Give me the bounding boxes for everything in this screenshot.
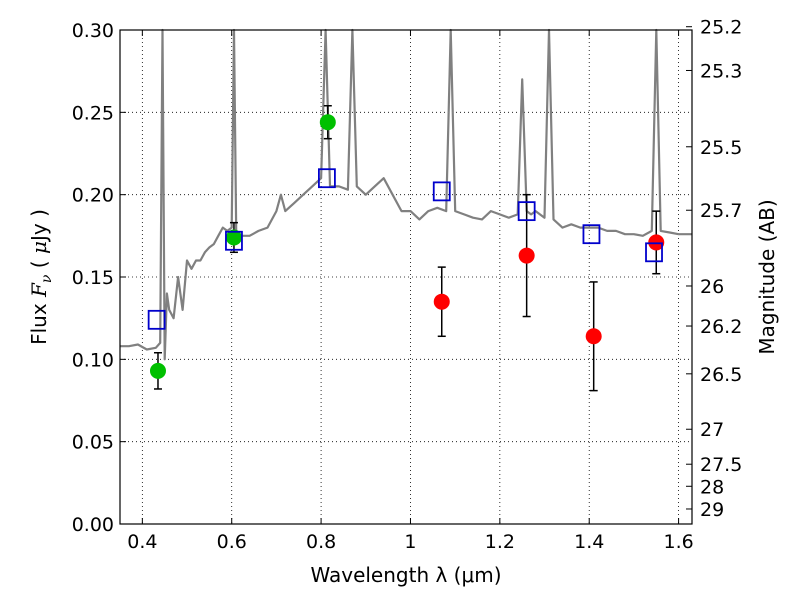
model-point	[517, 201, 536, 222]
y-tick-label: 0.10	[72, 349, 114, 371]
plot-area	[120, 30, 692, 524]
x-tick-label: 1.6	[663, 531, 693, 553]
model-point	[318, 168, 336, 189]
model-point	[225, 230, 243, 251]
x-axis-title: Wavelength λ (μm)	[310, 563, 501, 587]
data-point	[319, 114, 336, 131]
y-axis-ticks: 0.00 0.05 0.10 0.15 0.20 0.25 0.30	[72, 20, 126, 536]
magnitude-tick-label: 25.2	[700, 17, 742, 39]
x-tick-label: 1	[404, 531, 416, 553]
x-tick-label: 1.4	[574, 531, 604, 553]
magnitude-tick-label: 25.7	[700, 200, 742, 222]
y-tick-label: 0.05	[72, 432, 114, 454]
x-tick-label: 1.2	[485, 531, 515, 553]
magnitude-tick-label: 26	[700, 276, 724, 298]
magnitude-tick-label: 25.5	[700, 137, 742, 159]
data-point	[518, 247, 535, 264]
magnitude-tick-label: 29	[700, 499, 724, 521]
magnitude-tick-label: 26.2	[700, 316, 742, 338]
data-point	[225, 229, 242, 246]
model-point	[645, 242, 663, 263]
points-layer	[147, 104, 665, 392]
y-tick-label: 0.25	[72, 102, 114, 124]
model-point	[147, 309, 166, 330]
data-point	[585, 328, 602, 345]
spectrum-layer	[120, 28, 692, 361]
y-tick-label: 0.15	[72, 267, 114, 289]
y-axis-title: Flux Fν ( μJy )	[27, 209, 55, 345]
model-point	[432, 181, 451, 202]
x-tick-label: 0.6	[217, 531, 247, 553]
y-tick-label: 0.30	[72, 20, 114, 42]
data-point	[433, 293, 450, 310]
y-tick-label: 0.00	[72, 514, 114, 536]
data-point	[149, 362, 166, 379]
magnitude-tick-label: 27	[700, 419, 724, 441]
magnitude-tick-label: 25.3	[700, 60, 742, 82]
svg-text:Flux Fν ( μJy ): Flux Fν ( μJy )	[27, 209, 55, 345]
magnitude-tick-label: 28	[700, 476, 724, 498]
magnitude-tick-label: 27.5	[700, 454, 742, 476]
x-tick-label: 0.8	[306, 531, 336, 553]
magnitude-tick-label: 26.5	[700, 364, 742, 386]
x-tick-label: 0.4	[127, 531, 157, 553]
y-tick-label: 0.20	[72, 185, 114, 207]
x-axis-ticks: 0.4 0.6 0.8 1 1.2 1.4 1.6	[127, 30, 694, 553]
magnitude-axis-title: Magnitude (AB)	[755, 199, 779, 354]
spectrum-line	[120, 28, 692, 361]
model-point	[582, 224, 601, 245]
